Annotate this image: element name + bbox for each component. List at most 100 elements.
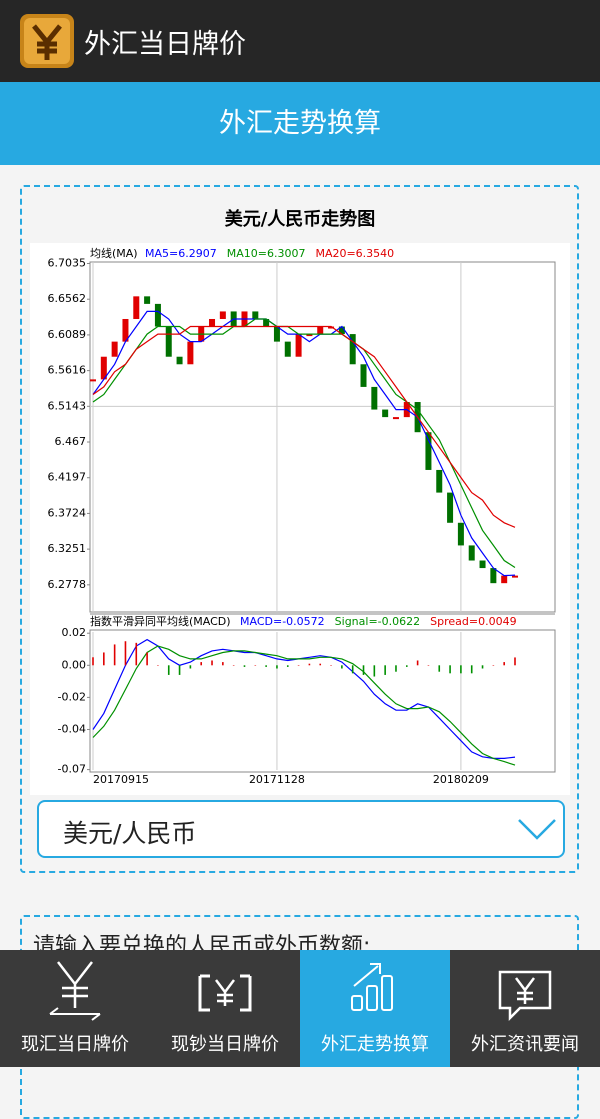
- nav-tab[interactable]: 现汇当日牌价: [0, 950, 150, 1067]
- x-tick-label: 20171128: [249, 773, 305, 786]
- candle: [252, 311, 259, 319]
- candle: [165, 326, 172, 357]
- candle: [328, 326, 335, 329]
- candle: [447, 492, 454, 523]
- candle: [392, 417, 399, 420]
- line: [92, 318, 516, 569]
- spread-bar: [189, 665, 192, 669]
- spread-bar: [113, 644, 116, 666]
- y-tick-label: 6.467: [55, 435, 87, 448]
- app-title: 外汇当日牌价: [84, 29, 246, 60]
- x-tick-label: 20180209: [433, 773, 489, 786]
- legend-entry: Spread=0.0049: [430, 615, 516, 628]
- spread-bar: [351, 665, 354, 674]
- y-tick-label: 6.5616: [48, 364, 87, 377]
- spread-bar: [470, 665, 473, 674]
- spread-bar: [492, 665, 495, 666]
- spread-bar: [232, 665, 235, 666]
- candle: [457, 522, 464, 546]
- line: [92, 638, 516, 759]
- spread-bar: [222, 662, 224, 666]
- candle: [479, 560, 486, 569]
- y-tick-label: 0.02: [62, 626, 87, 639]
- candle: [360, 364, 367, 387]
- y-tick-label: -0.07: [58, 763, 86, 776]
- legend-entry: Signal=-0.0622: [335, 615, 420, 628]
- candle: [436, 469, 443, 493]
- spread-bar: [373, 665, 376, 677]
- candle: [284, 341, 291, 357]
- spread-bar: [503, 662, 505, 666]
- candle: [512, 575, 518, 578]
- select-value: 美元/人民币: [63, 819, 197, 848]
- tab-label: 现汇当日牌价: [21, 1034, 129, 1055]
- spread-bar: [308, 663, 311, 666]
- ma-title: 均线(MA): [90, 246, 138, 260]
- nav-tab[interactable]: 现钞当日牌价: [150, 950, 300, 1067]
- spread-bar: [438, 665, 441, 672]
- spread-bar: [157, 665, 159, 666]
- tab-icon: [49, 961, 101, 1021]
- nav-tab[interactable]: 外汇走势换算: [300, 950, 450, 1067]
- spread-bar: [427, 665, 430, 666]
- page-header: 外汇走势换算: [0, 82, 600, 165]
- candle: [501, 575, 508, 584]
- spread-bar: [416, 660, 419, 666]
- spread-bar: [405, 665, 408, 667]
- candle: [273, 326, 280, 342]
- candle: [468, 545, 475, 561]
- tab-icon: [351, 963, 393, 1011]
- spread-bar: [135, 642, 138, 666]
- spread-bar: [341, 665, 343, 669]
- spread-bar: [286, 665, 289, 667]
- line: [92, 325, 516, 528]
- spread-bar: [449, 665, 451, 674]
- chart: 美元/人民币走势图 6.7035 6.6562 6.6089 6.5616 6.5143…: [30, 208, 570, 795]
- spread-bar: [481, 665, 484, 669]
- y-tick-label: 0.00: [62, 658, 87, 671]
- spread-bar: [395, 665, 397, 672]
- spread-bar: [167, 665, 170, 675]
- spread-bar: [514, 657, 516, 666]
- candle: [382, 409, 389, 418]
- dropdown-arrow: [518, 819, 556, 840]
- line: [92, 310, 516, 577]
- candle: [144, 296, 151, 304]
- spread-bar: [92, 657, 94, 666]
- candle: [425, 432, 432, 470]
- currency-select[interactable]: 美元/人民币: [37, 800, 565, 858]
- y-tick-label: 6.4197: [48, 471, 87, 484]
- y-tick-label: 6.3724: [48, 506, 87, 519]
- candle: [219, 311, 226, 319]
- spread-bar: [276, 665, 278, 669]
- candle: [209, 318, 216, 327]
- y-tick-label: -0.04: [58, 722, 86, 735]
- candle: [490, 568, 497, 584]
- spread-bar: [211, 660, 213, 666]
- legend-entry: MACD=-0.0572: [240, 615, 325, 628]
- spread-bar: [124, 641, 127, 666]
- y-tick-label: 6.5143: [48, 399, 87, 412]
- candle: [176, 356, 183, 365]
- nav-tab[interactable]: 外汇资讯要闻: [450, 950, 600, 1067]
- spread-bar: [330, 665, 332, 666]
- app-icon: [20, 14, 74, 68]
- legend-entry: MA10=6.3007: [227, 247, 306, 260]
- chart-title: 美元/人民币走势图: [225, 208, 376, 230]
- spread-bar: [146, 652, 148, 666]
- candle: [295, 334, 302, 357]
- chart-card: [20, 185, 579, 873]
- legend-entry: MA20=6.3540: [315, 247, 394, 260]
- macd-frame: [89, 629, 556, 773]
- bottom-nav: 现汇当日牌价 现钞当日牌价 外汇走势换算 外汇资讯要闻: [0, 950, 600, 1067]
- title-bar: 外汇当日牌价: [0, 0, 600, 82]
- x-tick-label: 20170915: [93, 773, 149, 786]
- y-tick-label: 6.6562: [48, 292, 87, 305]
- candle: [371, 386, 378, 410]
- spread-bar: [243, 665, 246, 667]
- spread-bar: [319, 663, 322, 666]
- tab-label: 外汇资讯要闻: [471, 1034, 579, 1055]
- spread-bar: [265, 665, 267, 667]
- y-tick-label: 6.3251: [48, 542, 87, 555]
